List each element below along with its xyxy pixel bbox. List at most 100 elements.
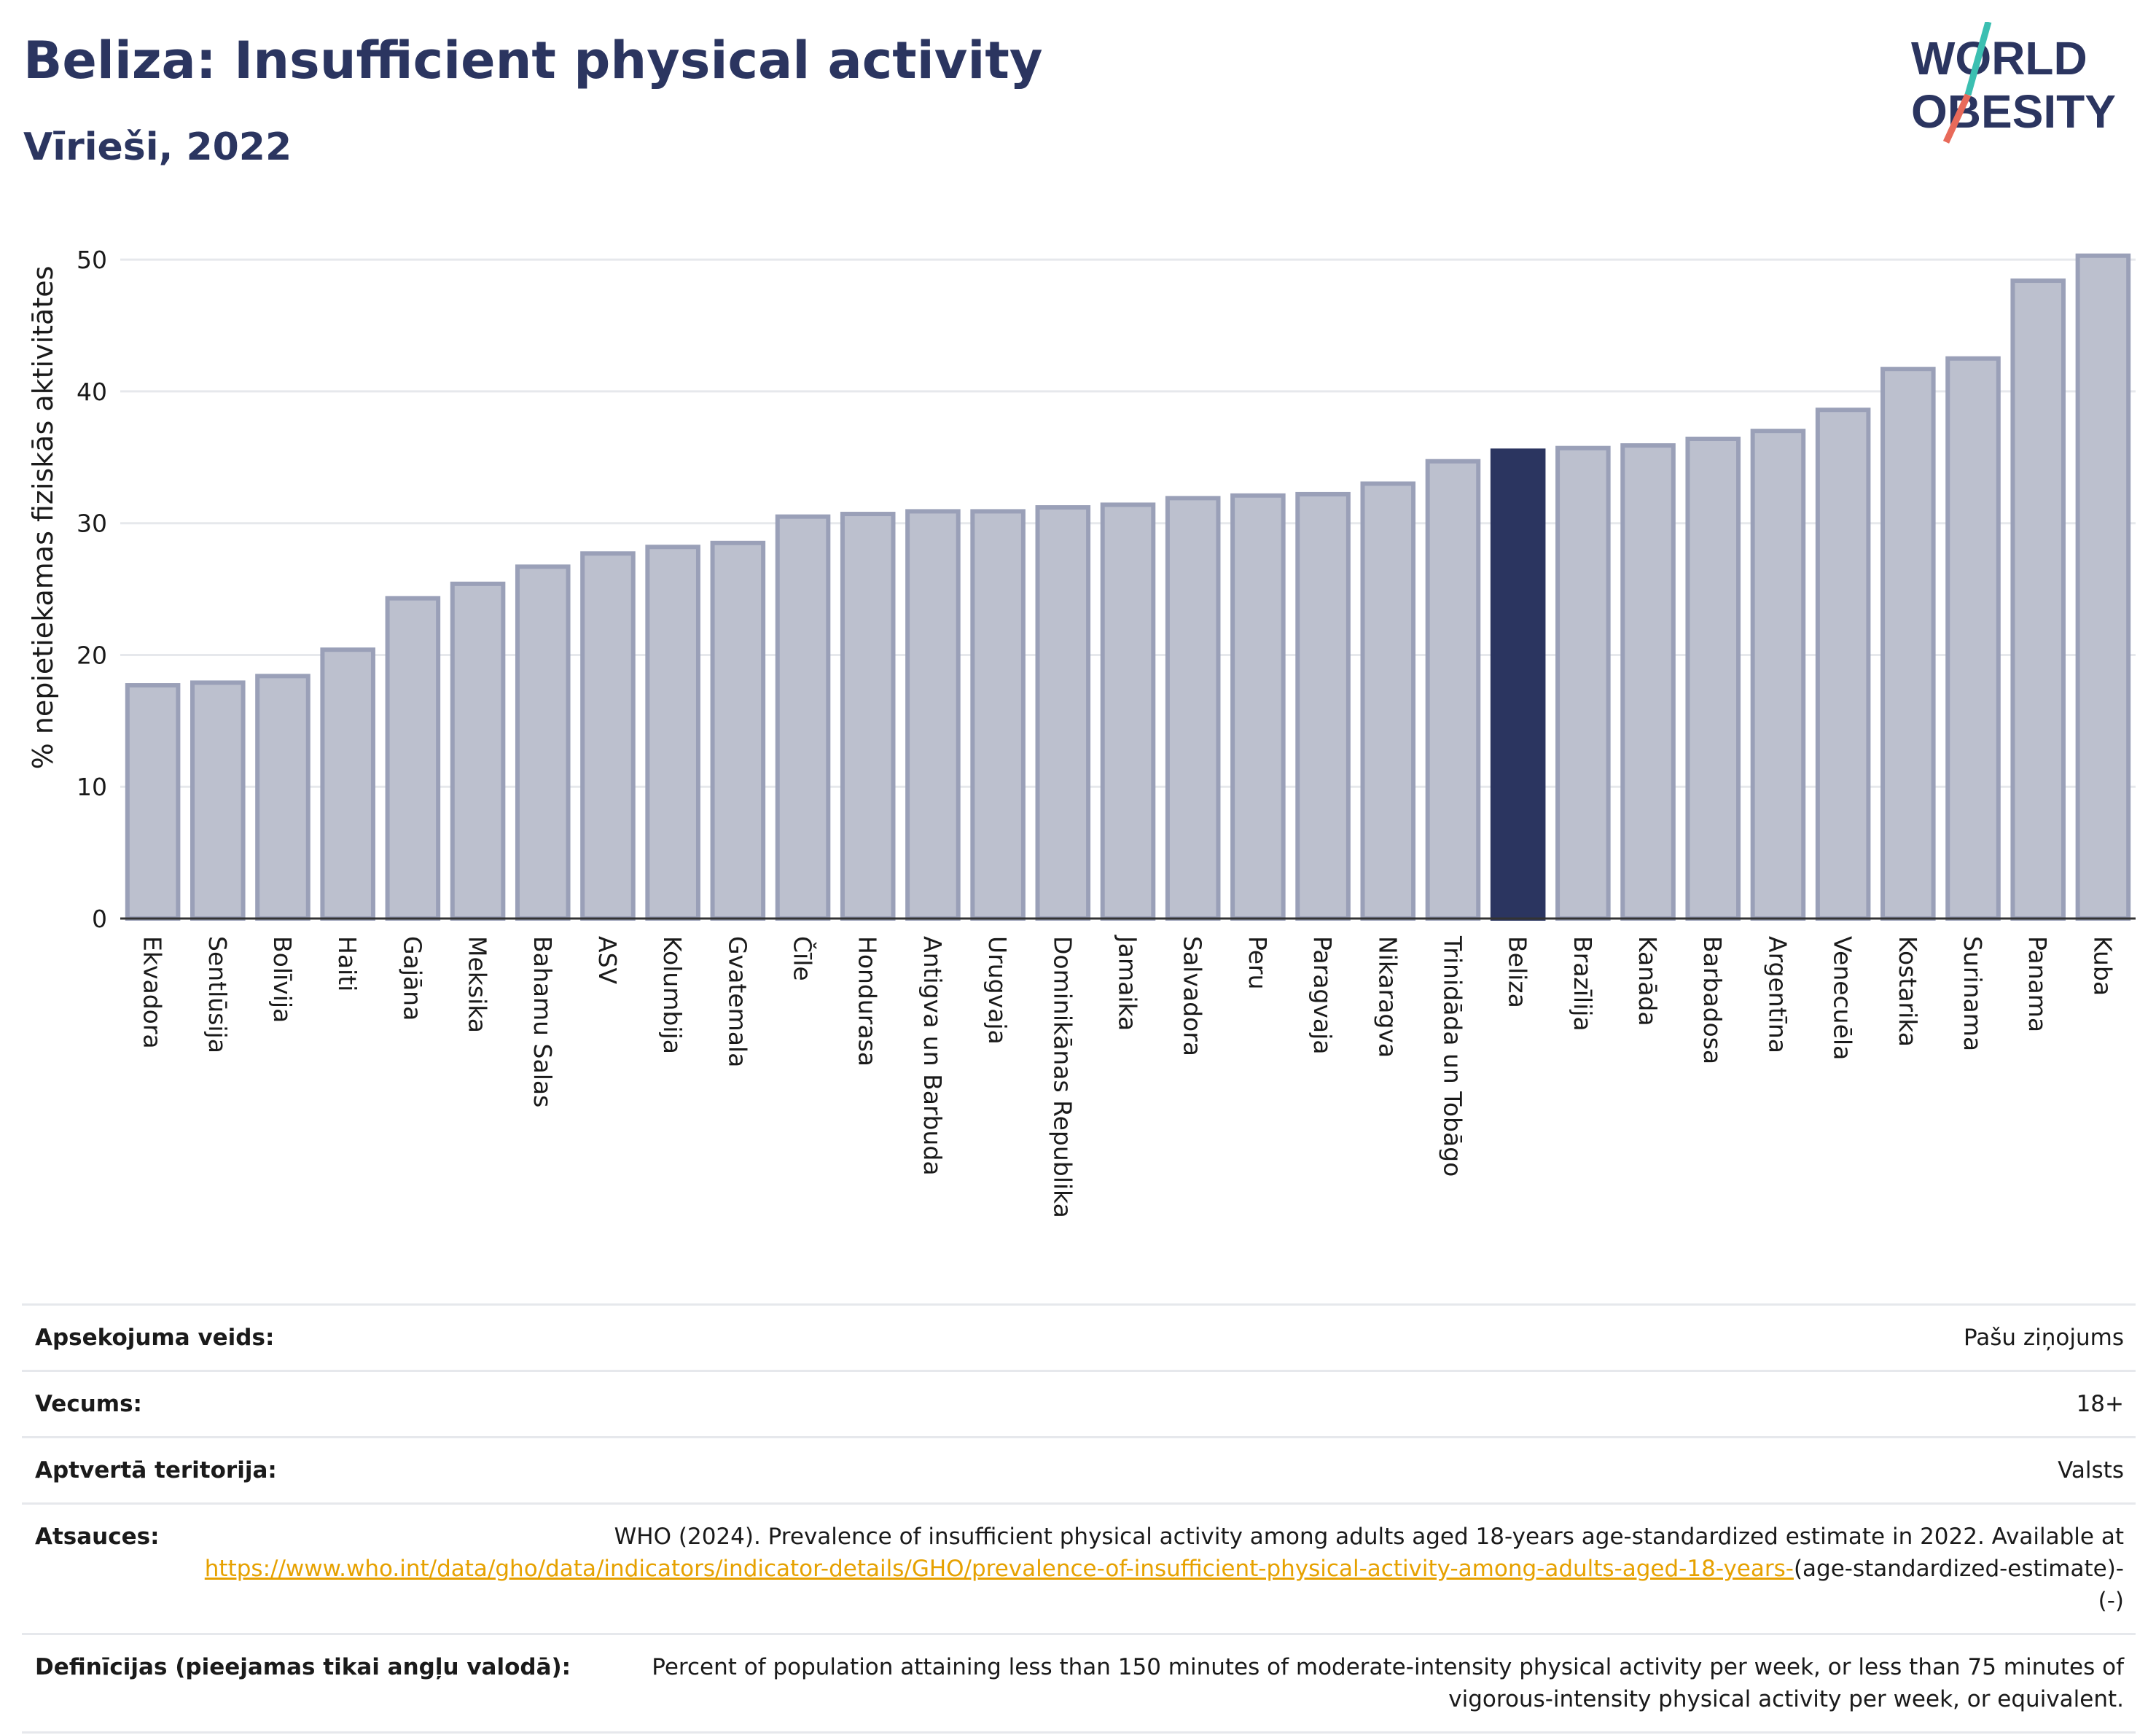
- x-tick-label: Ekvadora: [138, 936, 167, 1049]
- chart-subtitle: Vīrieši, 2022: [23, 125, 292, 169]
- y-tick-label: 0: [92, 905, 107, 933]
- x-tick-label: Urugvaja: [983, 936, 1012, 1045]
- bar-paragvaja: [1295, 491, 1351, 921]
- info-label: Vecums:: [35, 1391, 142, 1417]
- logo-slash-teal: [1964, 22, 1992, 96]
- x-tick-label: Meksika: [464, 936, 492, 1033]
- bar-bolīvija: [255, 674, 310, 921]
- y-tick-label: 30: [77, 510, 107, 538]
- x-tick-label: Peru: [1243, 936, 1272, 990]
- x-tick-label: Argentīna: [1763, 936, 1792, 1053]
- bar-brazīlija: [1555, 445, 1611, 921]
- x-tick-label: Surinama: [1958, 936, 1987, 1051]
- y-tick-label: 10: [77, 773, 107, 801]
- bar-barbadosa: [1685, 437, 1741, 921]
- logo-slash-red: [1942, 93, 1972, 144]
- reference-link[interactable]: https://www.who.int/data/gho/data/indica…: [204, 1556, 1794, 1582]
- x-tick-label: Kolumbija: [658, 936, 687, 1054]
- world-obesity-logo: WORLD OBESITY: [1911, 22, 2116, 144]
- info-label: Apsekojuma veids:: [35, 1325, 275, 1351]
- info-row: Atsauces: WHO (2024). Prevalence of insuf…: [22, 1502, 2136, 1633]
- x-tick-label: Antigva un Barbuda: [918, 936, 947, 1176]
- x-tick-label: Paragvaja: [1308, 936, 1337, 1055]
- logo-line1: WORLD: [1911, 32, 2087, 85]
- x-tick-label: Nikaragva: [1373, 936, 1402, 1058]
- reference-suffix: (age-standardized-estimate)-(-): [1793, 1556, 2124, 1614]
- bar-sentlūsija: [190, 680, 246, 921]
- info-value-text: Percent of population attaining less tha…: [652, 1654, 2124, 1712]
- bar-gvatemala: [710, 540, 766, 921]
- bar-peru: [1230, 493, 1286, 921]
- x-tick-label: Venecuēla: [1829, 936, 1857, 1060]
- info-row: Definīcijas (pieejamas tikai angļu valod…: [22, 1633, 2136, 1734]
- bar-chart: 0 10 20 30 40 50 Ekvadora Sentlūsija Bolīvija Ha…: [27, 246, 2136, 1218]
- x-tick-label: Sentlūsija: [203, 936, 232, 1053]
- bar-salvadora: [1165, 496, 1221, 921]
- x-tick-label: Čīle: [789, 936, 818, 981]
- y-axis-label: % nepietiekamas fiziskās aktivitātes: [27, 266, 59, 770]
- x-tick-label: Gvatemala: [723, 936, 751, 1067]
- x-tick-label: Barbadosa: [1698, 936, 1727, 1064]
- bar-kanāda: [1620, 443, 1676, 921]
- bar-panama: [2010, 278, 2066, 921]
- bar-haiti: [320, 647, 375, 921]
- bar-bahamu-salas: [515, 564, 571, 921]
- x-tick-label: Panama: [2023, 936, 2052, 1032]
- x-tick-label: Brazīlija: [1569, 936, 1597, 1032]
- bar-jamaika: [1100, 502, 1156, 921]
- bar-surinama: [1945, 356, 2001, 921]
- info-row: Apsekojuma veids: Pašu ziņojums: [22, 1303, 2136, 1370]
- info-value-text: Valsts: [2058, 1457, 2124, 1483]
- y-tick-label: 50: [77, 246, 107, 274]
- bar-kostarika: [1880, 367, 1936, 921]
- bar-dominikānas-republika: [1035, 505, 1091, 921]
- bar-venecuēla: [1815, 408, 1871, 921]
- bar-argentīna: [1750, 429, 1806, 921]
- x-tick-label: Trinidāda un Tobāgo: [1438, 935, 1466, 1177]
- info-value: Pašu ziņojums: [303, 1322, 2136, 1354]
- bar-kuba: [2075, 253, 2131, 921]
- x-axis-labels: Ekvadora Sentlūsija Bolīvija Haiti Gajāna Mek…: [138, 935, 2117, 1218]
- x-tick-label: Haiti: [333, 936, 362, 991]
- x-tick-label: ASV: [593, 936, 622, 985]
- chart-title: Beliza: Insufficient physical activity: [23, 31, 1043, 90]
- x-tick-label: Bahamu Salas: [528, 936, 557, 1107]
- bar-gajāna: [385, 596, 441, 921]
- info-label: Definīcijas (pieejamas tikai angļu valod…: [35, 1654, 571, 1680]
- info-value: Percent of population attaining less tha…: [600, 1651, 2136, 1715]
- info-value: WHO (2024). Prevalence of insufficient p…: [189, 1521, 2136, 1617]
- bar-nikaragva: [1360, 481, 1416, 921]
- x-tick-label: Bolīvija: [268, 936, 297, 1023]
- x-tick-label: Salvadora: [1179, 936, 1207, 1056]
- x-tick-label: Beliza: [1504, 936, 1532, 1008]
- bar-asv: [580, 551, 636, 921]
- info-table: Apsekojuma veids: Pašu ziņojums Vecums: 18+…: [22, 1303, 2136, 1734]
- bar-beliza: [1490, 448, 1546, 921]
- x-tick-label: Gajāna: [398, 936, 426, 1021]
- x-tick-label: Kanāda: [1633, 936, 1662, 1026]
- info-label: Aptvertā teritorija:: [35, 1457, 277, 1483]
- y-tick-label: 20: [77, 641, 107, 669]
- logo-line2: OBESITY: [1911, 85, 2116, 138]
- info-value: 18+: [171, 1388, 2136, 1420]
- bar-antigva-un-barbuda: [905, 509, 961, 921]
- x-tick-label: Dominikānas Republika: [1048, 936, 1077, 1218]
- bar-urugvaja: [970, 509, 1026, 921]
- info-value-text: Pašu ziņojums: [1963, 1325, 2124, 1351]
- x-tick-label: Jamaika: [1114, 935, 1142, 1031]
- y-axis-ticks: 0 10 20 30 40 50: [77, 246, 107, 933]
- x-tick-label: Kostarika: [1894, 936, 1922, 1047]
- x-tick-label: Hondurasa: [854, 936, 882, 1067]
- info-row: Aptvertā teritorija: Valsts: [22, 1436, 2136, 1502]
- bar-hondurasa: [840, 512, 896, 921]
- y-tick-label: 40: [77, 378, 107, 406]
- info-value-text: 18+: [2076, 1391, 2124, 1417]
- info-value-text: WHO (2024). Prevalence of insufficient p…: [614, 1524, 2124, 1550]
- info-value: Valsts: [306, 1454, 2136, 1486]
- info-label: Atsauces:: [35, 1524, 160, 1550]
- bar-trinidāda-un-tobāgo: [1425, 459, 1481, 921]
- bar-ekvadora: [125, 683, 181, 921]
- bar-kolumbija: [645, 545, 700, 921]
- bar-čīle: [775, 514, 831, 921]
- x-tick-label: Kuba: [2088, 936, 2117, 996]
